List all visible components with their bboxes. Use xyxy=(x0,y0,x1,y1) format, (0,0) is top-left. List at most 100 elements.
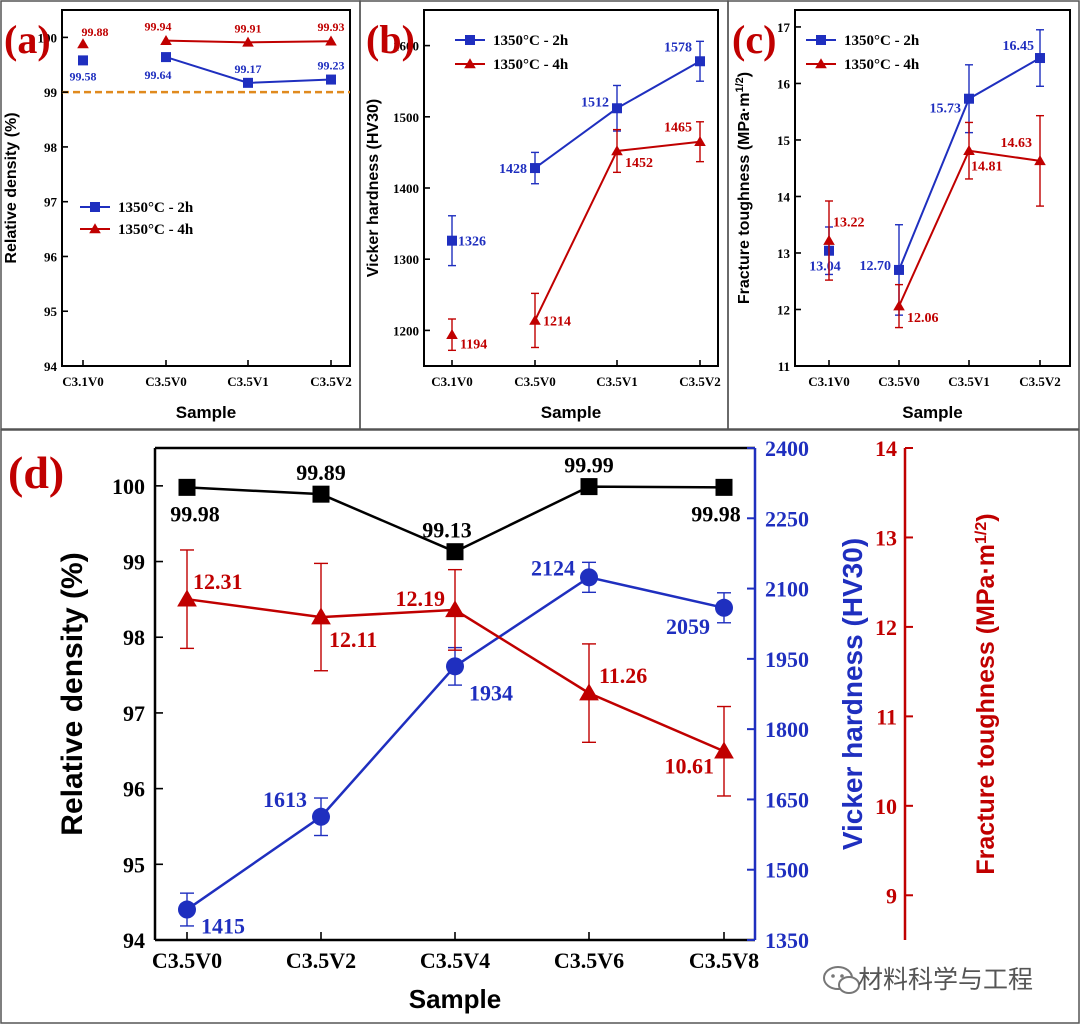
data-label: 1326 xyxy=(458,235,486,250)
left-tick-label: 97 xyxy=(123,701,145,726)
legend-marker xyxy=(89,223,101,234)
legend-marker xyxy=(464,58,476,69)
x-tick-label: C3.1V0 xyxy=(62,374,104,389)
toughness-tick-label: 12 xyxy=(875,615,897,640)
toughness-tick-label: 13 xyxy=(875,525,897,550)
x-axis-title: Sample xyxy=(176,403,236,422)
data-point xyxy=(177,589,197,607)
y-axis-title: Vicker hardness (HV30) xyxy=(365,99,382,277)
watermark-text: 材料科学与工程 xyxy=(858,965,1033,994)
x-tick-label: C3.5V6 xyxy=(554,948,624,973)
y-tick-label: 17 xyxy=(777,20,791,35)
data-label: 16.45 xyxy=(1003,39,1035,54)
y-tick-label: 1200 xyxy=(393,323,419,338)
data-label: 99.58 xyxy=(70,69,97,83)
plot-area-c xyxy=(794,9,1071,367)
data-label: 99.88 xyxy=(82,25,109,39)
data-label: 1512 xyxy=(581,95,609,110)
data-label: 13.04 xyxy=(809,260,841,275)
data-point xyxy=(611,145,623,156)
legend-marker xyxy=(90,202,100,212)
data-label: 1452 xyxy=(625,156,653,171)
legend-label: 1350°C - 4h xyxy=(493,57,569,73)
data-label: 99.91 xyxy=(235,21,262,35)
x-axis-title: Sample xyxy=(541,403,601,422)
y-tick-label: 95 xyxy=(44,304,58,319)
panel-b: 1200 1300 1400 1500 1600 C3.1V0 C3.5V0 C3.5V1 C3… xyxy=(365,9,721,422)
hardness-tick-label: 2100 xyxy=(765,577,809,602)
data-point xyxy=(580,568,598,587)
x-tick-label: C3.5V1 xyxy=(596,374,638,389)
x-tick-label: C3.5V1 xyxy=(227,374,269,389)
data-point xyxy=(894,264,904,275)
data-label: 1428 xyxy=(499,162,527,177)
data-point xyxy=(312,485,330,503)
data-point xyxy=(160,34,172,45)
left-tick-label: 98 xyxy=(123,625,145,650)
data-point xyxy=(529,314,541,325)
legend-marker xyxy=(815,58,827,69)
data-point xyxy=(242,36,254,47)
data-point xyxy=(964,93,974,104)
data-point xyxy=(447,235,457,246)
data-point xyxy=(530,163,540,174)
data-label: 12.19 xyxy=(396,586,446,611)
data-label: 99.17 xyxy=(235,62,262,76)
data-point xyxy=(178,478,196,496)
hardness-tick-label: 1950 xyxy=(765,647,809,672)
toughness-axis-title: Fracture toughness (MPa·m1/2) xyxy=(972,513,1000,874)
data-label: 99.94 xyxy=(145,20,172,34)
data-point xyxy=(161,52,171,63)
panel-label-b: (b) xyxy=(366,17,415,62)
data-point xyxy=(78,55,88,66)
legend-label: 1350°C - 2h xyxy=(118,200,194,216)
legend-label: 1350°C - 4h xyxy=(118,222,194,238)
data-point xyxy=(446,657,464,676)
data-label: 1214 xyxy=(543,314,571,329)
data-label: 14.81 xyxy=(971,160,1003,175)
legend-marker xyxy=(816,35,826,45)
y-tick-label: 1300 xyxy=(393,252,419,267)
data-point xyxy=(325,35,337,46)
data-label: 2124 xyxy=(531,555,575,580)
data-point xyxy=(446,543,464,561)
data-label: 99.23 xyxy=(318,59,345,73)
x-tick-label: C3.5V2 xyxy=(679,374,721,389)
data-point xyxy=(963,145,975,155)
hardness-tick-label: 1650 xyxy=(765,787,809,812)
hardness-tick-label: 2400 xyxy=(765,436,809,461)
panel-label-c: (c) xyxy=(732,17,776,62)
data-label: 1465 xyxy=(664,121,692,136)
data-label: 1578 xyxy=(664,40,692,55)
toughness-tick-label: 10 xyxy=(875,794,897,819)
y-tick-label: 100 xyxy=(38,30,58,45)
y-tick-label: 14 xyxy=(777,189,791,204)
left-tick-label: 99 xyxy=(123,550,145,575)
frame-top-right xyxy=(727,0,1080,430)
left-tick-label: 95 xyxy=(123,852,145,877)
data-point xyxy=(714,741,734,759)
panel-label-a: (a) xyxy=(4,17,51,62)
data-point xyxy=(77,38,89,49)
data-point xyxy=(1034,155,1046,166)
data-point xyxy=(243,77,253,88)
plot-area-a xyxy=(61,9,351,367)
x-tick-label: C3.5V0 xyxy=(145,374,187,389)
y-tick-label: 11 xyxy=(778,359,790,374)
x-tick-label: C3.5V2 xyxy=(310,374,352,389)
x-tick-label: C3.1V0 xyxy=(431,374,473,389)
x-tick-label: C3.1V0 xyxy=(808,374,850,389)
x-axis-title: Sample xyxy=(902,403,962,422)
x-tick-label: C3.5V4 xyxy=(420,948,490,973)
toughness-tick-label: 14 xyxy=(875,436,897,461)
panel-label-d: (d) xyxy=(8,447,64,498)
frame-bottom xyxy=(0,429,1080,1024)
data-label: 99.99 xyxy=(564,453,614,478)
y-tick-label: 15 xyxy=(777,133,791,148)
legend-marker xyxy=(465,35,475,45)
hardness-tick-label: 1350 xyxy=(765,928,809,953)
data-point xyxy=(715,598,733,617)
data-point xyxy=(178,900,196,919)
x-tick-label: C3.5V0 xyxy=(152,948,222,973)
y-tick-label: 94 xyxy=(44,359,58,374)
